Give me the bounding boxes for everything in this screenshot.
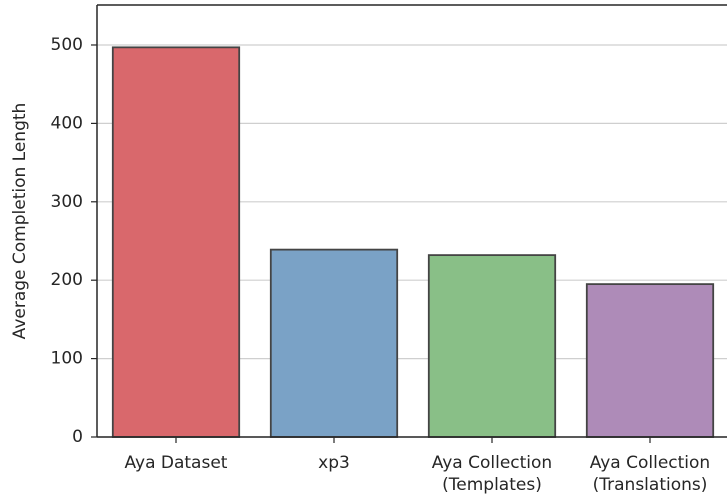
bar [269, 248, 399, 438]
x-tick-label: Aya Dataset [125, 453, 228, 473]
y-tick-label: 100 [51, 349, 83, 369]
y-tick-label: 0 [72, 427, 83, 447]
bar [585, 283, 715, 438]
y-tick-label: 500 [51, 35, 83, 55]
bar [427, 254, 557, 438]
y-tick-label: 200 [51, 270, 83, 290]
y-tick-label: 300 [51, 192, 83, 212]
x-tick-label: Aya Collection (Templates) [432, 453, 552, 495]
y-axis-label: Average Completion Length [10, 103, 30, 340]
x-tick-label: Aya Collection (Translations) [590, 453, 710, 495]
bar [111, 46, 241, 438]
x-tick-label: xp3 [318, 453, 350, 473]
y-tick-label: 400 [51, 113, 83, 133]
